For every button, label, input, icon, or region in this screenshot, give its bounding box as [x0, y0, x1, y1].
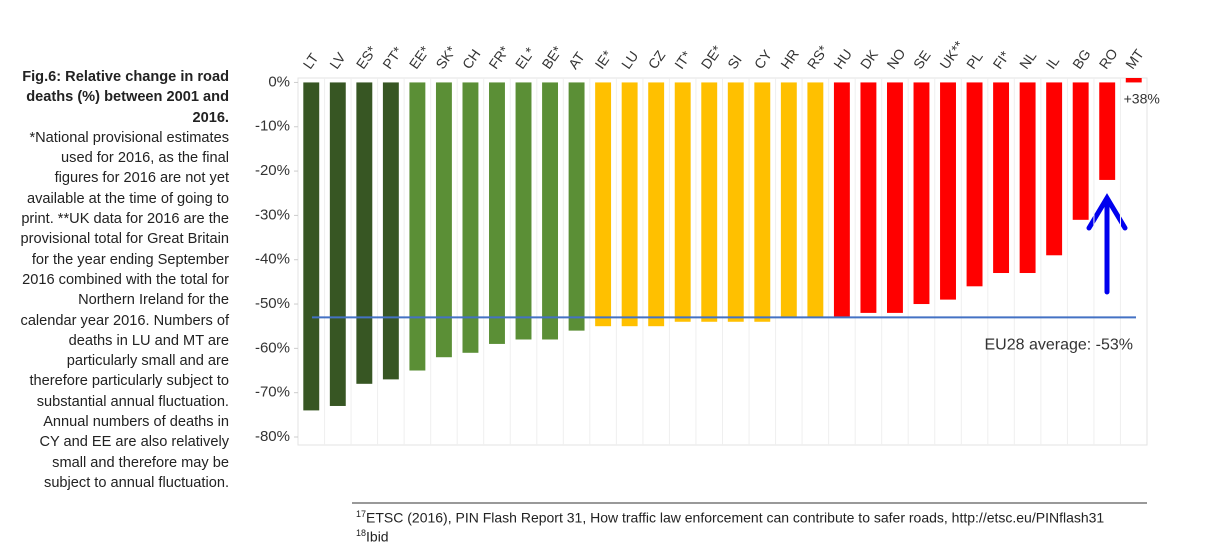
bar	[860, 82, 877, 313]
bar	[1125, 78, 1142, 83]
x-tick-label: EL*	[512, 44, 538, 72]
bar	[542, 82, 559, 340]
x-tick-label: FI*	[989, 48, 1013, 72]
y-tick-label: -80%	[255, 428, 290, 445]
bar	[913, 82, 930, 305]
x-tick-label: SE	[910, 47, 934, 71]
bar	[966, 82, 983, 287]
bar	[648, 82, 665, 327]
x-tick-label: LT	[300, 50, 322, 72]
x-tick-label: DK	[857, 46, 882, 72]
x-tick-label: LV	[326, 49, 349, 72]
x-tick-label: CZ	[645, 47, 669, 72]
x-tick-label: UK**	[936, 37, 967, 71]
x-tick-label: HR	[777, 46, 802, 72]
x-tick-label: BG	[1069, 46, 1094, 72]
bar	[754, 82, 771, 322]
bar	[993, 82, 1010, 274]
bar	[833, 82, 850, 318]
bar	[780, 82, 797, 318]
bar	[886, 82, 903, 313]
y-tick-label: -60%	[255, 339, 290, 356]
y-tick-label: -30%	[255, 206, 290, 223]
x-tick-label: CY	[751, 46, 776, 72]
y-tick-label: -40%	[255, 251, 290, 268]
x-tick-label: SK*	[432, 42, 459, 71]
bar	[329, 82, 346, 406]
footnote-text: Ibid	[366, 528, 389, 545]
bar	[807, 82, 824, 318]
bar	[1072, 82, 1089, 220]
footnote: 18Ibid	[356, 528, 389, 545]
x-tick-label: BE*	[538, 42, 565, 71]
caption: Fig.6: Relative change in road deaths (%…	[20, 67, 229, 493]
x-tick-label: AT	[565, 48, 588, 71]
y-tick-label: 0%	[268, 73, 290, 90]
y-tick-label: -50%	[255, 295, 290, 312]
bars	[303, 78, 1142, 411]
bar	[515, 82, 532, 340]
y-tick-label: -20%	[255, 162, 290, 179]
bar	[595, 82, 612, 327]
caption-title: Fig.6: Relative change in road deaths (%…	[22, 69, 229, 126]
bar	[674, 82, 691, 322]
footnote-text: ETSC (2016), PIN Flash Report 31, How tr…	[366, 509, 1105, 526]
x-tick-label: CH	[459, 46, 484, 72]
x-tick-label: IT*	[671, 48, 695, 72]
bar	[409, 82, 426, 371]
bar	[1099, 82, 1116, 180]
arrow	[1086, 193, 1128, 295]
bar	[1046, 82, 1063, 256]
footnote-number: 18	[356, 528, 367, 538]
bar	[701, 82, 718, 322]
footnote: 17ETSC (2016), PIN Flash Report 31, How …	[356, 509, 1104, 526]
x-tick-label: FR*	[485, 42, 512, 71]
bar	[727, 82, 744, 322]
bar	[382, 82, 399, 380]
x-tick-label: PL	[963, 48, 986, 71]
footnote-number: 17	[356, 509, 367, 519]
x-tick-label: MT	[1122, 46, 1147, 72]
bar	[303, 82, 320, 411]
x-tick-label: NO	[883, 45, 908, 71]
x-tick-label: EE*	[406, 42, 433, 71]
y-tick-label: -10%	[255, 118, 290, 135]
x-tick-label: LU	[618, 48, 641, 72]
data-label: +38%	[1124, 91, 1160, 107]
caption-note: *National provisional estimates used for…	[20, 129, 229, 491]
bar	[1019, 82, 1036, 274]
bar	[568, 82, 585, 331]
bar	[621, 82, 638, 327]
x-tick-label: HU	[830, 46, 855, 72]
chart: 0% -10% -20% -30% -40% -50% -60% -70% -80% LT LV ES…	[255, 37, 1160, 446]
reference-label: EU28 average: -53%	[984, 337, 1133, 354]
x-tick-label: PT*	[379, 43, 406, 72]
x-tick-label: NL	[1016, 48, 1039, 72]
y-tick-label: -70%	[255, 384, 290, 401]
bar	[356, 82, 373, 384]
x-tick-label: IL	[1043, 53, 1063, 72]
x-tick-label: IE*	[591, 47, 615, 72]
x-tick-label: RO	[1096, 45, 1121, 71]
bar	[462, 82, 479, 353]
bar	[435, 82, 452, 358]
x-tick-label: SI	[724, 52, 745, 72]
x-tick-label: ES*	[353, 42, 380, 71]
bar	[940, 82, 956, 300]
bar	[489, 82, 505, 344]
x-tick-label: RS*	[804, 42, 832, 72]
x-tick-label: DE*	[698, 42, 726, 72]
